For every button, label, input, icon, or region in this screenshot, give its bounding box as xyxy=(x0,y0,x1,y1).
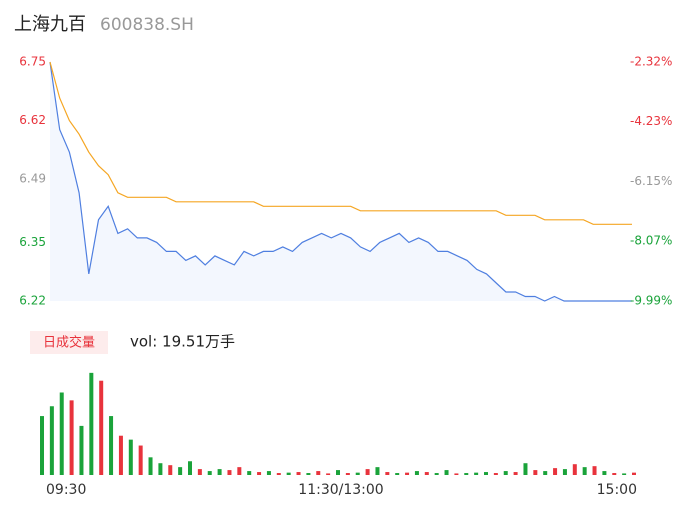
volume-bar xyxy=(188,461,192,475)
volume-bar xyxy=(109,416,114,475)
x-tick-label: 09:30 xyxy=(46,482,86,498)
volume-bar xyxy=(602,471,607,475)
volume-bar xyxy=(148,457,153,475)
volume-bar xyxy=(247,471,252,475)
volume-bar xyxy=(345,473,350,475)
volume-bar xyxy=(128,439,133,475)
volume-bar xyxy=(444,470,449,475)
volume-bar xyxy=(197,469,202,475)
volume-bar xyxy=(385,472,390,475)
y-tick-label: 6.75 xyxy=(19,55,46,69)
volume-bar xyxy=(632,472,636,475)
volume-bar xyxy=(49,406,54,475)
volume-bar xyxy=(59,392,64,475)
volume-bar xyxy=(513,472,518,475)
volume-bar xyxy=(533,470,538,475)
stock-name: 上海九百 xyxy=(14,14,86,35)
y-tick-label: 6.22 xyxy=(19,294,46,308)
average-line xyxy=(49,61,632,225)
volume-bar xyxy=(316,471,321,475)
volume-bar xyxy=(592,466,597,475)
y2-tick-label: -2.32% xyxy=(630,55,672,69)
volume-bar xyxy=(612,473,617,475)
volume-bar xyxy=(474,472,479,475)
volume-bar xyxy=(276,473,281,475)
volume-bar xyxy=(306,473,311,475)
volume-bar xyxy=(69,400,74,475)
volume-bar xyxy=(168,465,173,475)
volume-bar xyxy=(434,473,439,475)
volume-bar xyxy=(414,471,419,475)
volume-bar xyxy=(178,467,183,475)
volume-bar xyxy=(89,372,94,475)
volume-bar xyxy=(257,472,262,475)
y-tick-label: 6.35 xyxy=(19,235,46,249)
volume-bar xyxy=(79,425,84,475)
volume-bar xyxy=(523,463,528,475)
volume-bar xyxy=(138,445,143,475)
volume-bar xyxy=(158,463,163,475)
volume-bar xyxy=(286,472,291,475)
volume-bar xyxy=(484,472,488,475)
x-tick-label: 11:30/13:00 xyxy=(298,482,383,498)
volume-bar xyxy=(296,472,301,475)
volume-bar xyxy=(336,470,340,475)
volume-bar xyxy=(405,472,410,475)
y2-tick-label: -6.15% xyxy=(630,174,672,188)
y-tick-label: 6.62 xyxy=(19,113,46,127)
volume-bar xyxy=(582,467,587,475)
y-tick-label: 6.49 xyxy=(19,172,46,186)
y2-tick-label: -4.23% xyxy=(630,114,672,128)
volume-bar xyxy=(266,471,271,475)
volume-bar xyxy=(562,469,567,475)
volume-tag-bg xyxy=(30,331,108,354)
stock-code: 600838.SH xyxy=(100,15,194,35)
y2-tick-label: -9.99% xyxy=(630,294,672,308)
price-line xyxy=(49,61,632,302)
volume-bar xyxy=(217,469,222,475)
volume-bar xyxy=(572,464,577,475)
volume-bar xyxy=(464,473,469,475)
volume-bar xyxy=(375,467,380,475)
volume-bar xyxy=(395,473,400,475)
volume-bar xyxy=(622,473,627,475)
volume-bar xyxy=(326,473,331,475)
volume-bar xyxy=(543,471,548,475)
volume-bar xyxy=(424,472,429,475)
volume-bar xyxy=(503,471,508,475)
volume-bar xyxy=(40,416,44,475)
volume-total: vol: 19.51万手 xyxy=(130,333,235,351)
volume-bar xyxy=(207,471,212,475)
volume-bar xyxy=(227,470,232,475)
volume-bar xyxy=(553,468,558,475)
volume-bar xyxy=(365,469,370,475)
price-area xyxy=(50,62,632,301)
volume-bar xyxy=(99,380,104,475)
volume-bar xyxy=(118,435,123,475)
volume-bar xyxy=(454,473,459,475)
volume-bar xyxy=(237,467,242,475)
volume-bar xyxy=(493,473,498,475)
x-tick-label: 15:00 xyxy=(597,482,637,498)
y2-tick-label: -8.07% xyxy=(630,234,672,248)
volume-tag: 日成交量 xyxy=(43,335,95,351)
volume-bar xyxy=(355,472,360,475)
